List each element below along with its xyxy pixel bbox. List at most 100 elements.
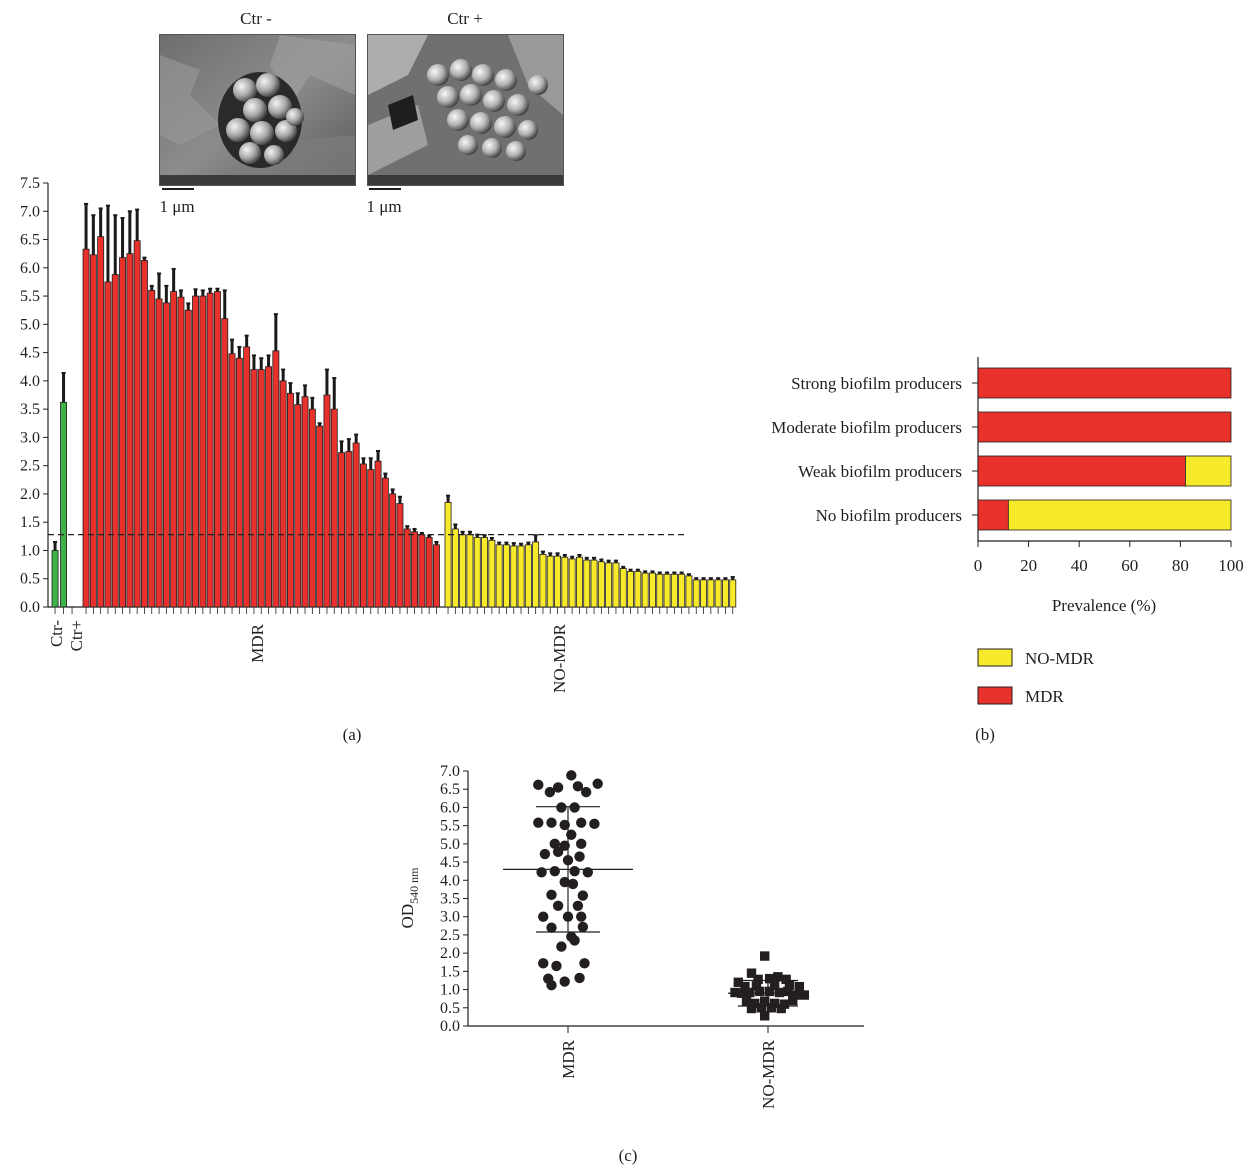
- micrograph-title-ctr-neg: Ctr -: [240, 9, 272, 28]
- panel-a-nomdr-bar: [539, 554, 547, 608]
- panel-a-nomdr-bar: [561, 556, 569, 608]
- panel-a-mdr-bar: [155, 298, 163, 608]
- panel-c-mdr-point: [538, 958, 549, 969]
- panel-a-y-tick-label: 6.0: [20, 260, 40, 277]
- panel-c-category-label: NO-MDR: [759, 1039, 778, 1109]
- legend-swatch-nomdr: [977, 648, 1013, 667]
- panel-a-nomdr-bar: [473, 537, 481, 608]
- panel-c-nomdr-point: [769, 980, 780, 990]
- panel-c-y-tick-label: 4.5: [440, 854, 460, 871]
- legend-label-nomdr: NO-MDR: [1025, 649, 1095, 668]
- panel-a-nomdr-bar: [634, 570, 642, 608]
- panel-c-nomdr-point: [791, 990, 801, 1000]
- scale-bar-label-ctr-pos: 1 μm: [366, 197, 401, 216]
- panel-a-mdr-bar: [119, 257, 126, 608]
- panel-a-mdr-bar: [265, 366, 272, 608]
- panel-c-mdr-point: [572, 900, 584, 911]
- panel-b-stacked-bar-chart: Strong biofilm producers Moderate biofilm…: [771, 357, 1244, 706]
- panel-c-mdr-point: [546, 889, 557, 901]
- panel-b-x-tick-label: 60: [1121, 556, 1138, 575]
- panel-c-mdr-point: [538, 911, 549, 922]
- panel-b-x-tick-label: 100: [1218, 556, 1244, 575]
- panel-c-mdr-point: [589, 818, 600, 830]
- panel-c-nomdr-point: [730, 987, 740, 998]
- panel-a-mdr-bar: [396, 503, 404, 608]
- panel-c-y-tick-label: 4.0: [440, 872, 460, 889]
- panel-b-x-tick-label: 0: [974, 556, 983, 575]
- panel-a-nomdr-bar: [466, 534, 474, 608]
- panel-c-mdr-point: [533, 817, 544, 828]
- panel-c-nomdr-point: [746, 1003, 757, 1014]
- panel-a-mdr-bar: [140, 260, 148, 608]
- panel-c-mdr-point: [567, 878, 579, 890]
- panel-a-nomdr-bar: [722, 579, 729, 608]
- panel-c-mdr-point: [569, 865, 580, 877]
- panel-c-nomdr-point: [746, 968, 757, 978]
- panel-c-nomdr-point: [750, 998, 760, 1009]
- panel-a-mdr-bar: [345, 451, 353, 608]
- panel-c-y-tick-label: 5.0: [440, 836, 460, 853]
- panel-a-nomdr-bar: [663, 573, 671, 608]
- panel-c-nomdr-point: [733, 977, 743, 987]
- micrograph-title-ctr-pos: Ctr +: [447, 9, 483, 28]
- panel-c-y-tick-label: 0.5: [440, 1000, 460, 1017]
- panel-c-nomdr-point: [745, 987, 755, 998]
- panel-a-y-tick-label: 6.5: [20, 232, 40, 249]
- panel-a-nomdr-bar: [517, 545, 525, 608]
- panel-a-mdr-bar: [294, 404, 302, 608]
- panel-a-mdr-bar: [162, 302, 170, 608]
- panel-c-y-tick-label: 2.5: [440, 927, 460, 944]
- panel-c-nomdr-point: [760, 1011, 770, 1021]
- panel-c-mdr-point: [577, 890, 589, 901]
- panel-c-mdr-point: [536, 867, 547, 878]
- panel-a-y-tick-label: 3.0: [20, 429, 40, 446]
- panel-a-nomdr-bar: [532, 541, 540, 608]
- panel-c-nomdr-point: [755, 986, 765, 997]
- panel-c-mdr-point: [559, 976, 570, 987]
- sem-micrograph-ctr-positive: [367, 34, 564, 186]
- panel-a-nomdr-bar: [670, 573, 678, 608]
- panel-a-mdr-bar: [301, 396, 309, 608]
- panel-a-mdr-bar: [381, 477, 389, 608]
- panel-c-mdr-point: [574, 851, 585, 862]
- panel-c-mdr-point: [559, 840, 570, 851]
- panel-a-mdr-bar: [338, 452, 345, 608]
- panel-a-mdr-bar: [104, 281, 112, 608]
- panel-a-mdr-bar: [148, 290, 156, 608]
- panel-b-category-label: Moderate biofilm producers: [771, 418, 962, 437]
- panel-a-mdr-bar: [184, 309, 192, 608]
- panel-a-control-bar: [60, 401, 67, 608]
- panel-a-nomdr-bar: [590, 559, 598, 608]
- panel-b-label: (b): [975, 725, 995, 744]
- panel-c-nomdr-point: [776, 1003, 786, 1014]
- panel-a-mdr-bar: [221, 318, 229, 608]
- panel-c-y-tick-label: 5.5: [440, 818, 460, 835]
- panel-c-mdr-point: [566, 829, 577, 840]
- panel-a-bar-chart: 0.0 0.5 1.0 1.5 2.0 2.5 3.0 3.5 4.0 4.5 5.0 5.5 6.0 6…: [20, 175, 737, 693]
- panel-c-nomdr-point: [764, 973, 775, 984]
- panel-c-mdr-point: [552, 846, 564, 858]
- panel-a-nomdr-bar: [627, 570, 634, 608]
- panel-a-mdr-bar: [206, 292, 214, 608]
- y-axis-label-subscript: 540 nm: [407, 867, 421, 904]
- panel-a-nomdr-bar: [685, 575, 693, 608]
- panel-c-nomdr-point: [751, 981, 762, 991]
- panel-c-mdr-point: [580, 786, 592, 798]
- panel-a-mdr-bar: [403, 528, 411, 608]
- panel-a-nomdr-bar: [444, 502, 452, 608]
- panel-c-nomdr-point: [783, 986, 793, 997]
- panel-c-nomdr-point: [788, 995, 798, 1006]
- panel-c-mdr-point: [559, 819, 570, 831]
- panel-b-mdr-bar: [977, 411, 1232, 443]
- panel-a-mdr-bar: [133, 240, 141, 608]
- panel-c-y-tick-label: 3.0: [440, 909, 460, 926]
- panel-c-mdr-point: [556, 941, 567, 952]
- panel-c-y-tick-label: 7.0: [440, 763, 460, 780]
- panel-a-mdr-bar: [89, 254, 97, 608]
- panel-c-mdr-point: [556, 802, 567, 813]
- panel-c-mdr-point: [539, 848, 551, 860]
- panel-a-y-tick-label: 3.5: [20, 401, 40, 418]
- panel-a-nomdr-bar: [714, 579, 722, 608]
- panel-c-y-axis-label: OD540 nm: [398, 867, 421, 929]
